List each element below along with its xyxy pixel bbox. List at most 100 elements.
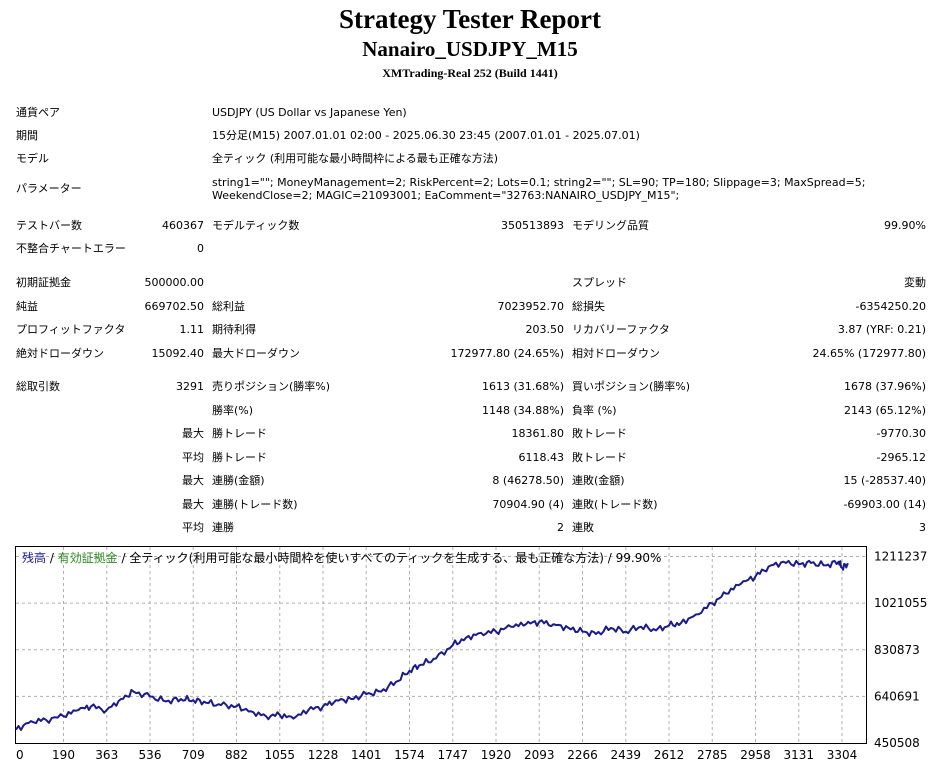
spread-label: スプレッド [572, 276, 627, 289]
x-tick-label: 709 [182, 748, 205, 761]
chart-plot-area [15, 546, 867, 744]
params-line-1: string1=""; MoneyManagement=2; RiskPerce… [212, 176, 866, 189]
relative-drawdown-label: 相対ドローダウン [572, 347, 660, 360]
errors-value: 0 [197, 242, 204, 255]
symbol-label: 通貨ペア [16, 106, 60, 119]
legend-separator: / [117, 551, 130, 565]
y-tick-label: 640691 [874, 689, 920, 703]
max-cons-wins-label: 連勝(金額) [212, 474, 265, 487]
symbol-value: USDJPY (US Dollar vs Japanese Yen) [212, 106, 407, 119]
quality-label: モデリング品質 [572, 219, 649, 232]
loss-rate-value: 2143 (65.12%) [843, 404, 926, 417]
expected-payoff-value: 203.50 [525, 323, 565, 336]
x-tick-label: 1055 [264, 748, 295, 761]
chart-legend: 残高 / 有効証拠金 / 全ティック(利用可能な最小時間枠を使いすべてのティック… [22, 550, 661, 566]
legend-model-description: 全ティック(利用可能な最小時間枠を使いすべてのティックを生成する、最も正確な方法… [129, 551, 662, 565]
absolute-drawdown-label: 絶対ドローダウン [16, 347, 104, 360]
balance-series-line [15, 559, 849, 731]
x-tick-label: 190 [52, 748, 75, 761]
total-trades-value: 3291 [176, 380, 204, 393]
x-tick-label: 2266 [567, 748, 598, 761]
x-tick-label: 2093 [524, 748, 555, 761]
expected-payoff-label: 期待利得 [212, 323, 256, 336]
win-rate-value: 1148 (34.88%) [481, 404, 564, 417]
relative-drawdown-value: 24.65% (172977.80) [812, 347, 926, 360]
gross-loss-value: -6354250.20 [855, 300, 926, 313]
avg-cons-wins-value: 2 [557, 521, 564, 534]
average-loss-label: 敗トレード [572, 451, 627, 464]
chart-series [15, 559, 849, 731]
y-tick-label: 830873 [874, 643, 920, 657]
net-profit-value: 669702.50 [144, 300, 205, 313]
largest-win-value: 18361.80 [511, 427, 565, 440]
max-cons-profit-label: 連勝(トレード数) [212, 498, 298, 511]
max-cons-wins-prefix: 最大 [182, 474, 204, 487]
max-cons-wins-value: 8 (46278.50) [492, 474, 564, 487]
largest-loss-value: -9770.30 [876, 427, 926, 440]
avg-cons-prefix: 平均 [182, 521, 204, 534]
x-tick-label: 1920 [481, 748, 512, 761]
max-cons-losses-value: 15 (-28537.40) [843, 474, 926, 487]
profit-factor-value: 1.11 [179, 323, 205, 336]
max-cons-losses-label: 連敗(金額) [572, 474, 625, 487]
maximal-drawdown-label: 最大ドローダウン [212, 347, 300, 360]
maximal-drawdown-value: 172977.80 (24.65%) [450, 347, 564, 360]
x-tick-label: 3131 [783, 748, 814, 761]
chart-grid [16, 547, 866, 743]
largest-loss-label: 敗トレード [572, 427, 627, 440]
params-label: パラメーター [16, 182, 82, 195]
ticks-label: モデルティック数 [212, 219, 300, 232]
max-cons-loss-label: 連敗(トレード数) [572, 498, 658, 511]
short-positions-label: 売りポジション(勝率%) [212, 380, 331, 393]
absolute-drawdown-value: 15092.40 [151, 347, 205, 360]
x-tick-label: 2612 [654, 748, 685, 761]
x-tick-label: 3304 [827, 748, 858, 761]
x-tick-label: 1228 [308, 748, 339, 761]
average-win-label: 勝トレード [212, 451, 267, 464]
bars-label: テストバー数 [16, 219, 82, 232]
max-cons-profit-prefix: 最大 [182, 498, 204, 511]
x-tick-label: 2958 [740, 748, 771, 761]
expert-name: Nanairo_USDJPY_M15 [362, 37, 578, 61]
model-value: 全ティック (利用可能な最小時間枠による最も正確な方法) [212, 152, 499, 165]
average-loss-value: -2965.12 [876, 451, 926, 464]
deposit-label: 初期証拠金 [16, 276, 71, 289]
win-rate-label: 勝率(%) [212, 404, 254, 417]
avg-cons-wins-label: 連勝 [212, 521, 234, 534]
quality-value: 99.90% [884, 219, 926, 232]
x-tick-label: 1574 [394, 748, 425, 761]
x-tick-label: 882 [225, 748, 248, 761]
gross-loss-label: 総損失 [572, 300, 605, 313]
x-tick-label: 363 [95, 748, 118, 761]
loss-rate-label: 負率 (%) [572, 404, 617, 417]
average-win-value: 6118.43 [518, 451, 565, 464]
ticks-value: 350513893 [501, 219, 564, 232]
max-cons-profit-value: 70904.90 (4) [492, 498, 564, 511]
period-value: 15分足(M15) 2007.01.01 02:00 - 2025.06.30 … [212, 129, 640, 142]
avg-cons-losses-value: 3 [919, 521, 926, 534]
x-tick-label: 2785 [697, 748, 728, 761]
total-trades-label: 総取引数 [16, 380, 60, 393]
legend-equity: 有効証拠金 [57, 551, 118, 565]
largest-win-label: 勝トレード [212, 427, 267, 440]
legend-balance: 残高 [22, 551, 47, 565]
largest-prefix: 最大 [182, 427, 204, 440]
long-positions-value: 1678 (37.96%) [843, 380, 926, 393]
net-profit-label: 純益 [16, 300, 38, 313]
short-positions-value: 1613 (31.68%) [481, 380, 564, 393]
x-tick-label: 2439 [610, 748, 641, 761]
spread-value: 変動 [904, 276, 926, 289]
bars-value: 460367 [162, 219, 204, 232]
y-tick-label: 1021055 [874, 596, 927, 610]
server-build: XMTrading-Real 252 (Build 1441) [382, 66, 558, 80]
x-axis: 0 190 363 536 709 882 1055 1228 1401 1574 1747 1920… [16, 748, 857, 761]
x-tick-label: 0 [16, 748, 24, 761]
x-tick-label: 1747 [437, 748, 468, 761]
model-label: モデル [16, 152, 49, 165]
y-tick-label: 450508 [874, 736, 920, 750]
recovery-factor-value: 3.87 (YRF: 0.21) [837, 323, 926, 336]
gross-profit-value: 7023952.70 [497, 300, 564, 313]
report-title: Strategy Tester Report [339, 4, 601, 34]
params-line-2: WeekendClose=2; MAGIC=21093001; EaCommen… [212, 189, 680, 202]
balance-chart: 450508 640691 830873 1021055 1211237 0 190 363… [15, 546, 927, 761]
